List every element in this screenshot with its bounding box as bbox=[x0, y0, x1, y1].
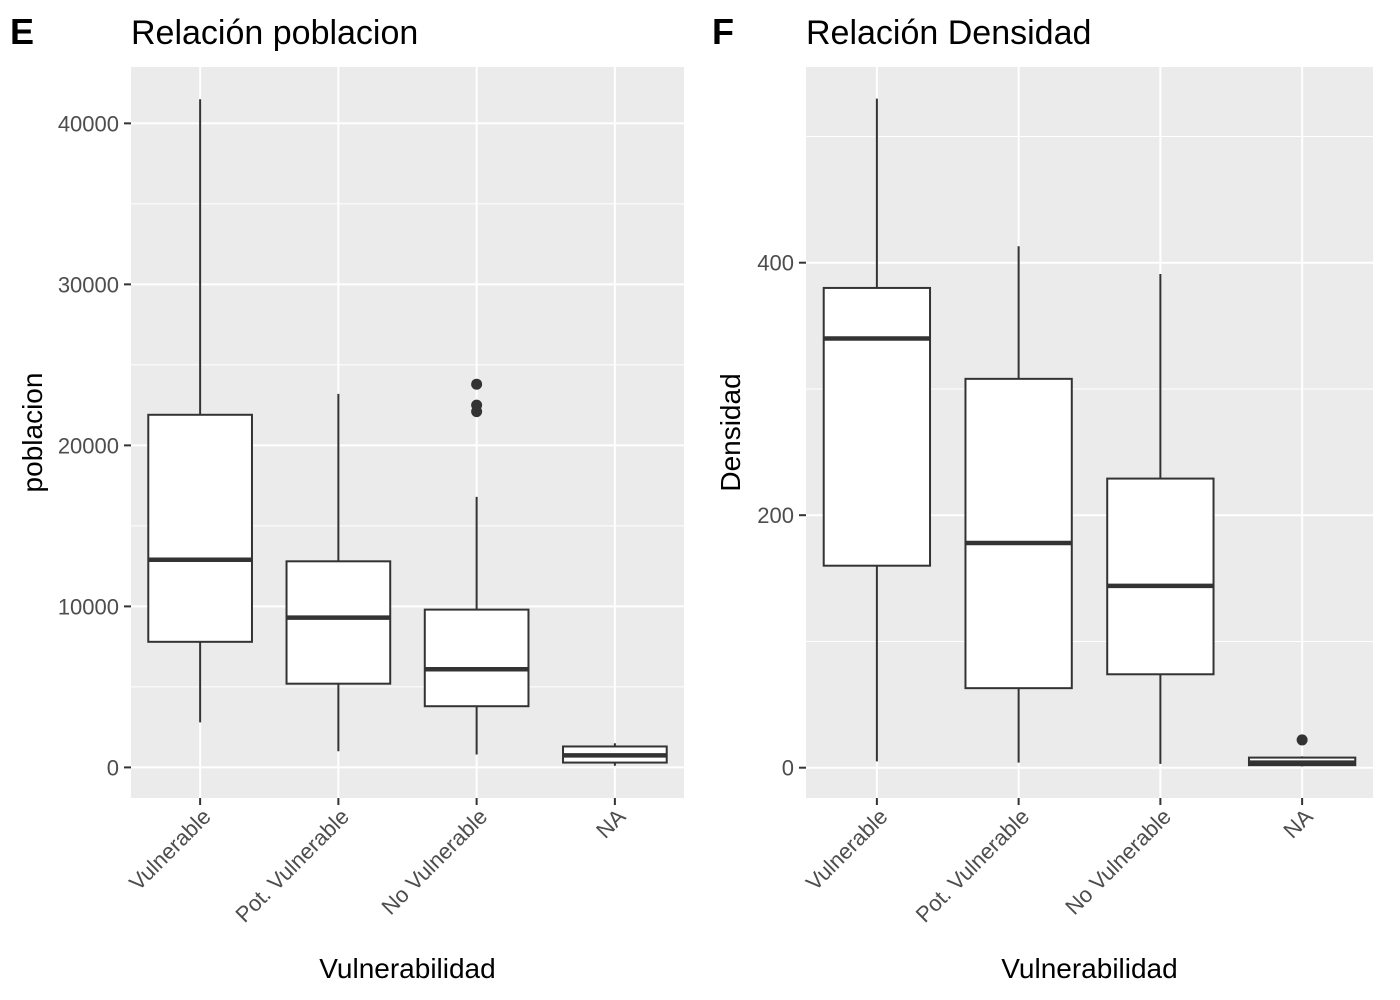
y-tick-label: 0 bbox=[782, 756, 794, 781]
y-tick-label: 20000 bbox=[58, 433, 119, 458]
box-1 bbox=[964, 246, 1073, 763]
y-tick-label: 400 bbox=[757, 251, 794, 276]
y-tick-label: 40000 bbox=[58, 111, 119, 136]
panel-title: Relación Densidad bbox=[806, 14, 1091, 52]
x-tick-label: No Vulnerable bbox=[376, 804, 492, 920]
panel-f: 0 200 400 Vulnerable Pot. Vulnerable No Vulne… bbox=[712, 11, 1373, 984]
panel-title: Relación poblacion bbox=[131, 14, 418, 52]
box-3 bbox=[1247, 734, 1357, 767]
x-tick-label: NA bbox=[591, 804, 631, 844]
box-body bbox=[147, 413, 253, 643]
box-body bbox=[964, 377, 1073, 690]
y-axis-title: Densidad bbox=[715, 373, 746, 491]
x-axis-title: Vulnerabilidad bbox=[1001, 953, 1177, 984]
x-tick-label: Pot. Vulnerable bbox=[230, 804, 353, 927]
box-1 bbox=[285, 393, 392, 752]
box-2 bbox=[1106, 274, 1215, 764]
box-3 bbox=[562, 743, 668, 766]
panel-letter: E bbox=[10, 11, 34, 52]
outlier-point bbox=[471, 399, 483, 411]
y-tick-label: 0 bbox=[107, 755, 119, 780]
x-tick-label: Vulnerable bbox=[801, 804, 892, 895]
outlier-point bbox=[1296, 734, 1308, 746]
x-tick-label: NA bbox=[1278, 804, 1318, 844]
y-axis-title: poblacion bbox=[17, 373, 48, 493]
box-2 bbox=[423, 378, 530, 755]
x-tick-label: No Vulnerable bbox=[1060, 804, 1176, 920]
y-tick-label: 10000 bbox=[58, 594, 119, 619]
box-body bbox=[423, 608, 530, 708]
box-body bbox=[285, 560, 392, 685]
outlier-point bbox=[471, 378, 483, 390]
box-body bbox=[822, 286, 932, 567]
y-tick-label: 200 bbox=[757, 503, 794, 528]
panel-e: 0 10000 20000 30000 40000 Vulnerable Pot. Vuln… bbox=[10, 11, 684, 984]
y-tick-label: 30000 bbox=[58, 272, 119, 297]
panel-letter: F bbox=[712, 11, 734, 52]
x-tick-label: Pot. Vulnerable bbox=[911, 804, 1034, 927]
x-tick-label: Vulnerable bbox=[124, 804, 215, 895]
box-0 bbox=[822, 98, 932, 762]
box-body bbox=[1106, 477, 1215, 676]
box-0 bbox=[147, 99, 253, 723]
x-axis-title: Vulnerabilidad bbox=[319, 953, 495, 984]
